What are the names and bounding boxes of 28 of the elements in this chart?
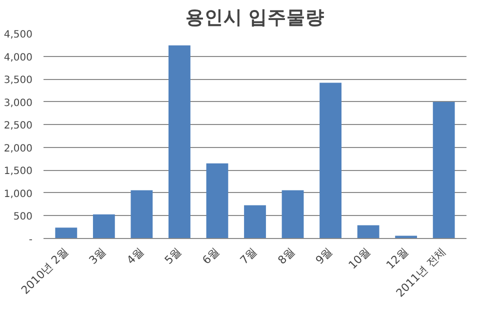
x-tick-label: 9월 — [313, 244, 336, 267]
bar — [320, 82, 342, 238]
y-tick-label: 3,500 — [4, 75, 33, 86]
chart-title: 용인시 입주물량 — [185, 8, 325, 28]
bar — [282, 190, 304, 238]
y-tick-label: 4,000 — [4, 52, 33, 64]
y-tick-label: 2,500 — [4, 120, 33, 132]
y-tick-label: 500 — [13, 212, 33, 223]
bar — [244, 205, 266, 238]
bar — [55, 228, 78, 238]
x-tick-label: 6월 — [200, 244, 222, 267]
y-tick-label: 3,000 — [4, 98, 33, 109]
bar — [130, 190, 153, 238]
y-tick-label: 1,500 — [4, 166, 33, 178]
y-tick-label: 1,000 — [4, 188, 33, 200]
x-tick-label: 5월 — [162, 244, 184, 267]
x-tick-label: 4월 — [124, 244, 146, 267]
y-tick-label: - — [28, 234, 33, 246]
x-tick-label: 8월 — [275, 244, 298, 267]
bar — [92, 214, 115, 238]
x-tick-label: 7월 — [238, 244, 260, 267]
bar — [432, 102, 455, 238]
y-tick-label: 4,500 — [4, 30, 33, 40]
y-tick-label: 2,000 — [4, 143, 33, 154]
bar — [168, 45, 190, 238]
bar — [206, 163, 228, 238]
bar — [357, 225, 380, 238]
x-tick-label: 3월 — [86, 244, 109, 267]
